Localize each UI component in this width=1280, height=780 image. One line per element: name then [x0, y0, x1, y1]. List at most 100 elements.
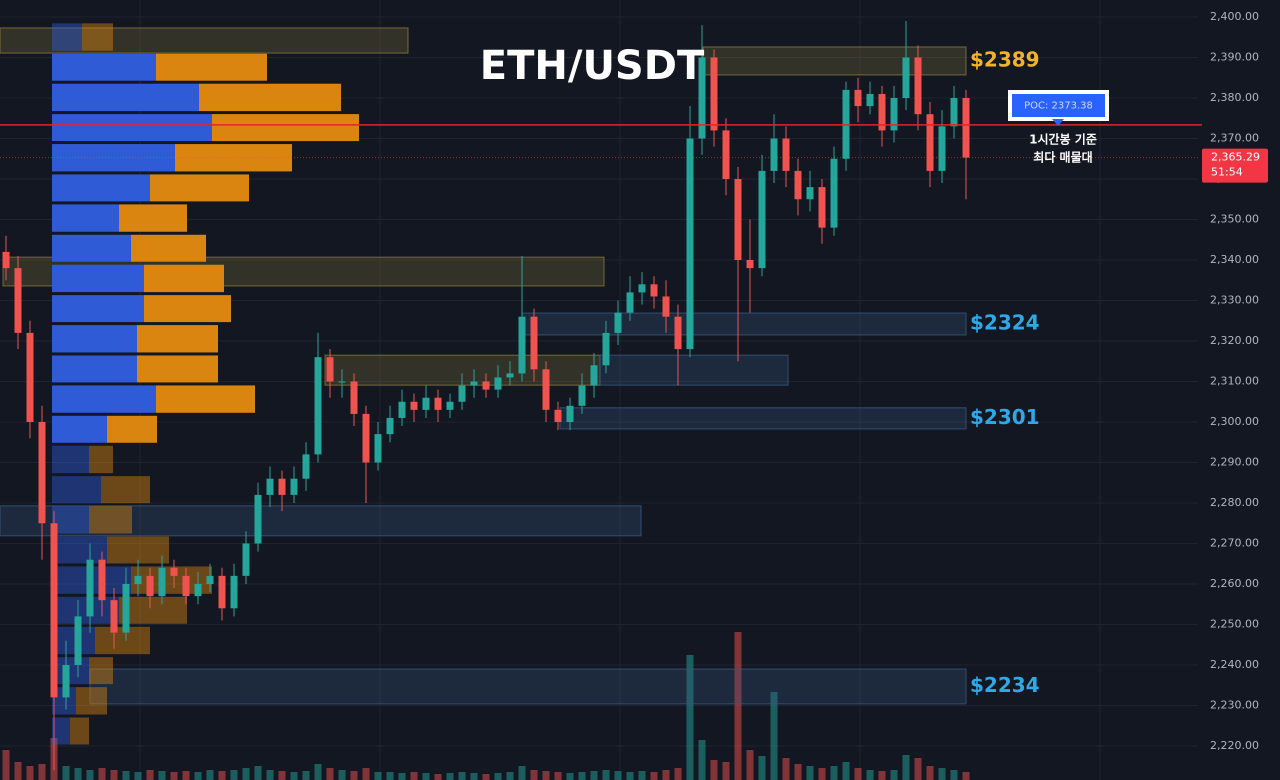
candle-body	[158, 567, 166, 597]
profile-sell	[70, 717, 89, 745]
volume-bar	[566, 773, 574, 780]
candle-body	[806, 187, 814, 200]
volume-bar	[38, 764, 46, 780]
volume-bar	[614, 771, 622, 780]
volume-bar	[302, 771, 310, 780]
profile-buy	[52, 23, 82, 51]
profile-buy	[52, 476, 101, 504]
last-price-label: 2,365.29	[1211, 151, 1260, 164]
profile-buy	[52, 445, 89, 474]
volume-bar	[206, 770, 214, 780]
volume-bar	[902, 755, 910, 780]
profile-sell	[199, 83, 341, 112]
candle-body	[902, 57, 910, 99]
y-tick-label: 2,390.00	[1210, 51, 1259, 64]
profile-sell	[175, 144, 292, 172]
candle-body	[134, 575, 142, 584]
profile-buy	[52, 295, 144, 323]
candle-body	[518, 316, 526, 374]
volume-bar	[530, 770, 538, 780]
candle-body	[482, 381, 490, 390]
candle-body	[62, 664, 70, 698]
y-tick-label: 2,320.00	[1210, 334, 1259, 347]
candle-body	[302, 454, 310, 479]
volume-bar	[842, 762, 850, 780]
candle-body	[326, 357, 334, 382]
profile-sell	[76, 687, 107, 715]
volume-bar	[134, 772, 142, 780]
volume-bar	[926, 766, 934, 780]
y-tick-label: 2,230.00	[1210, 698, 1259, 711]
volume-bar	[698, 740, 706, 780]
zone-label: $2389	[970, 47, 1040, 71]
profile-sell	[107, 536, 169, 564]
candle-body	[746, 260, 754, 269]
candle-body	[914, 57, 922, 115]
zone	[599, 354, 789, 386]
volume-bar	[590, 771, 598, 780]
volume-bar	[290, 772, 298, 780]
profile-sell	[89, 445, 113, 474]
volume-bar	[14, 762, 22, 780]
candle-body	[734, 179, 742, 260]
y-tick-label: 2,330.00	[1210, 293, 1259, 306]
y-tick-label: 2,290.00	[1210, 455, 1259, 468]
profile-sell	[137, 325, 218, 353]
volume-bar	[74, 768, 82, 780]
candle-body	[866, 93, 874, 107]
candle-body	[98, 559, 106, 601]
volume-bar	[410, 772, 418, 780]
volume-bar	[398, 773, 406, 780]
profile-sell	[89, 657, 113, 685]
profile-sell	[144, 295, 231, 323]
profile-sell	[89, 506, 132, 534]
candle-body	[458, 385, 466, 402]
y-tick-label: 2,300.00	[1210, 415, 1259, 428]
poc-note: 1시간봉 기준	[1029, 132, 1097, 147]
candle-body	[566, 405, 574, 422]
candle-body	[170, 567, 178, 576]
volume-bar	[98, 768, 106, 780]
volume-bar	[542, 771, 550, 780]
volume-bar	[350, 771, 358, 780]
profile-sell	[144, 264, 224, 293]
volume-bar	[26, 766, 34, 780]
candle-body	[506, 373, 514, 378]
volume-bar	[254, 766, 262, 780]
volume-bar	[950, 770, 958, 780]
zone-label: $2234	[970, 673, 1040, 697]
volume-bar	[494, 773, 502, 780]
volume-bar	[758, 756, 766, 780]
volume-bar	[710, 760, 718, 780]
volume-bar	[314, 764, 322, 780]
candle-body	[374, 434, 382, 463]
volume-bar	[422, 773, 430, 780]
last-price-box	[1202, 148, 1268, 183]
candle-body	[878, 93, 886, 131]
candle-body	[266, 478, 274, 495]
poc-pointer	[1052, 119, 1064, 126]
candle-body	[770, 138, 778, 171]
volume-bar	[86, 770, 94, 780]
volume-bar	[266, 770, 274, 780]
candle-body	[686, 138, 694, 350]
volume-bar	[218, 771, 226, 780]
y-tick-label: 2,220.00	[1210, 739, 1259, 752]
candle-body	[758, 170, 766, 269]
profile-buy	[52, 657, 89, 685]
candle-body	[782, 138, 790, 171]
volume-bar	[230, 770, 238, 780]
candle-body	[542, 369, 550, 410]
y-tick-label: 2,250.00	[1210, 617, 1259, 630]
volume-bar	[122, 771, 130, 780]
candle-body	[578, 385, 586, 406]
volume-bar	[170, 772, 178, 780]
volume-bar	[62, 766, 70, 780]
volume-bar	[434, 774, 442, 780]
volume-bar	[650, 772, 658, 780]
candle-body	[86, 559, 94, 617]
volume-bar	[458, 772, 466, 780]
volume-bar	[182, 771, 190, 780]
